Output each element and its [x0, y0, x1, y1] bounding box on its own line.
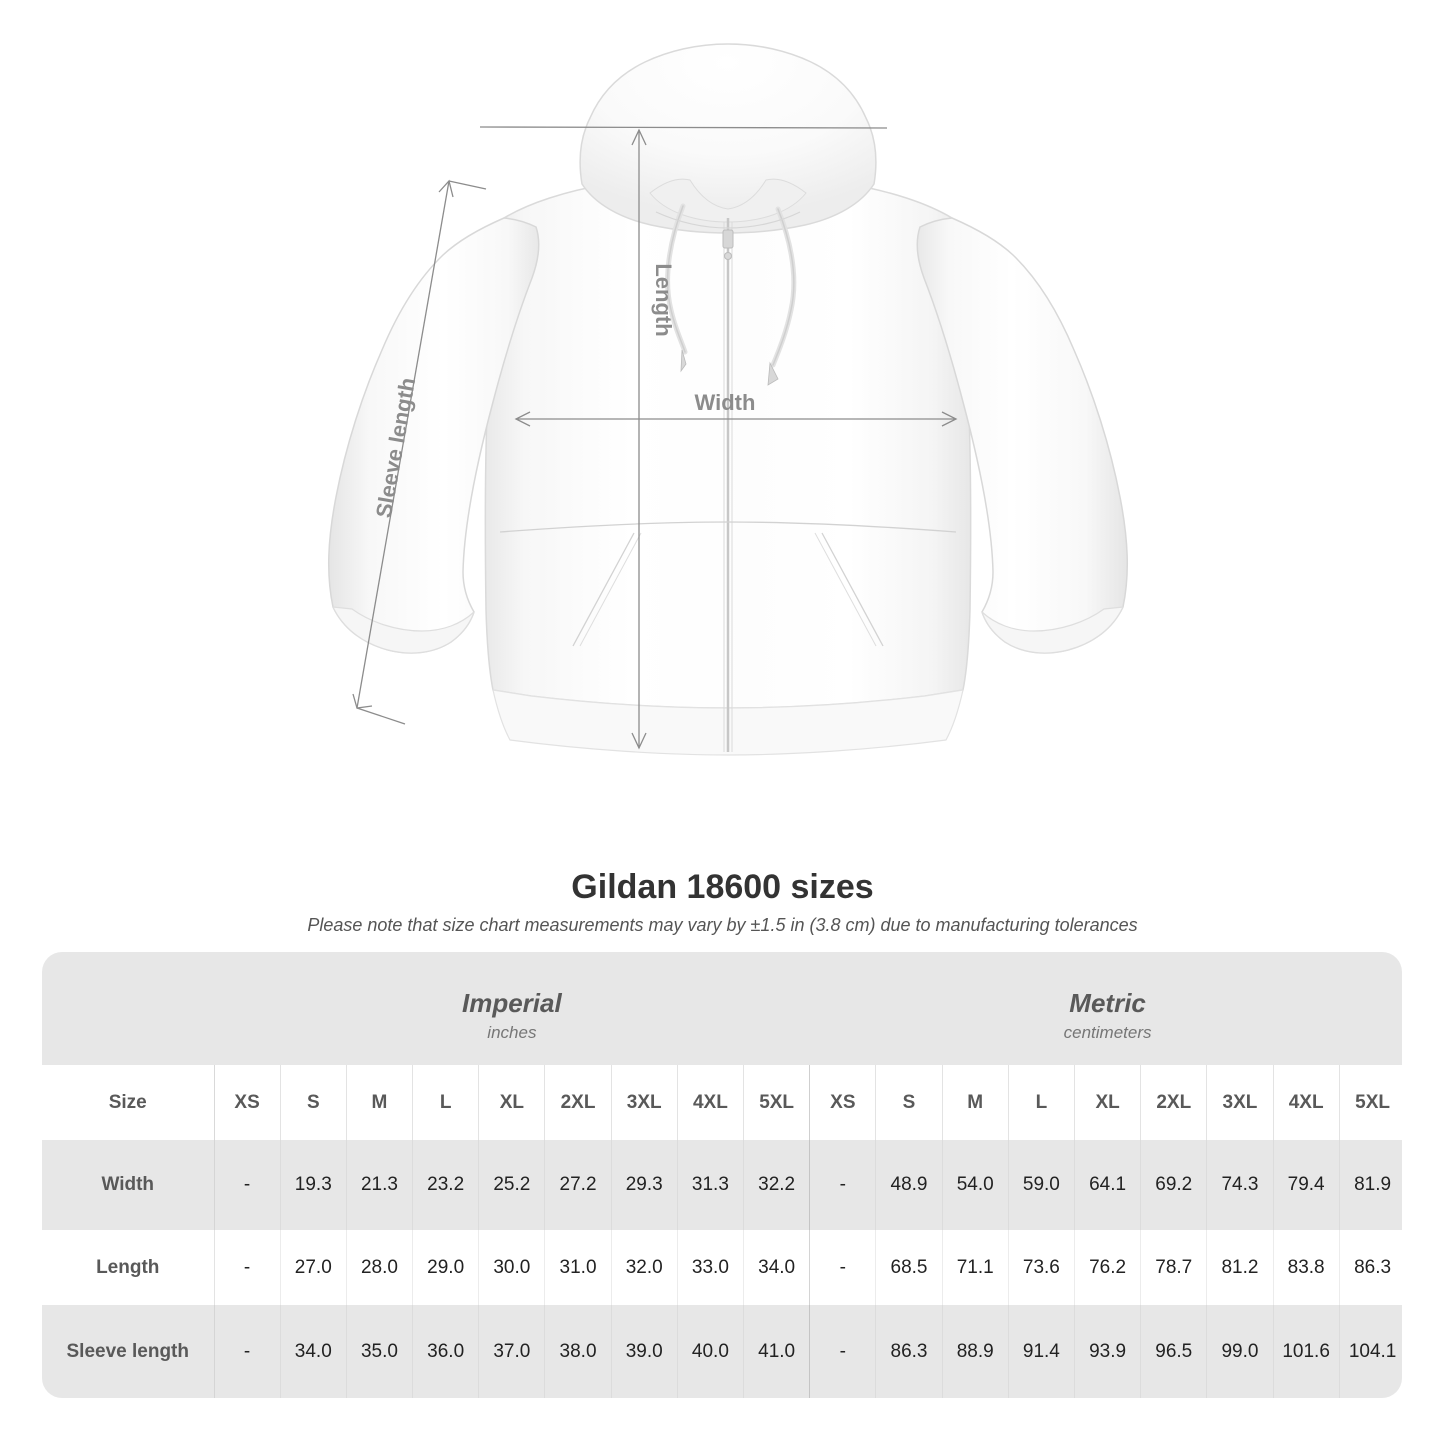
- svg-text:Length: Length: [651, 263, 676, 336]
- svg-text:Width: Width: [695, 390, 756, 415]
